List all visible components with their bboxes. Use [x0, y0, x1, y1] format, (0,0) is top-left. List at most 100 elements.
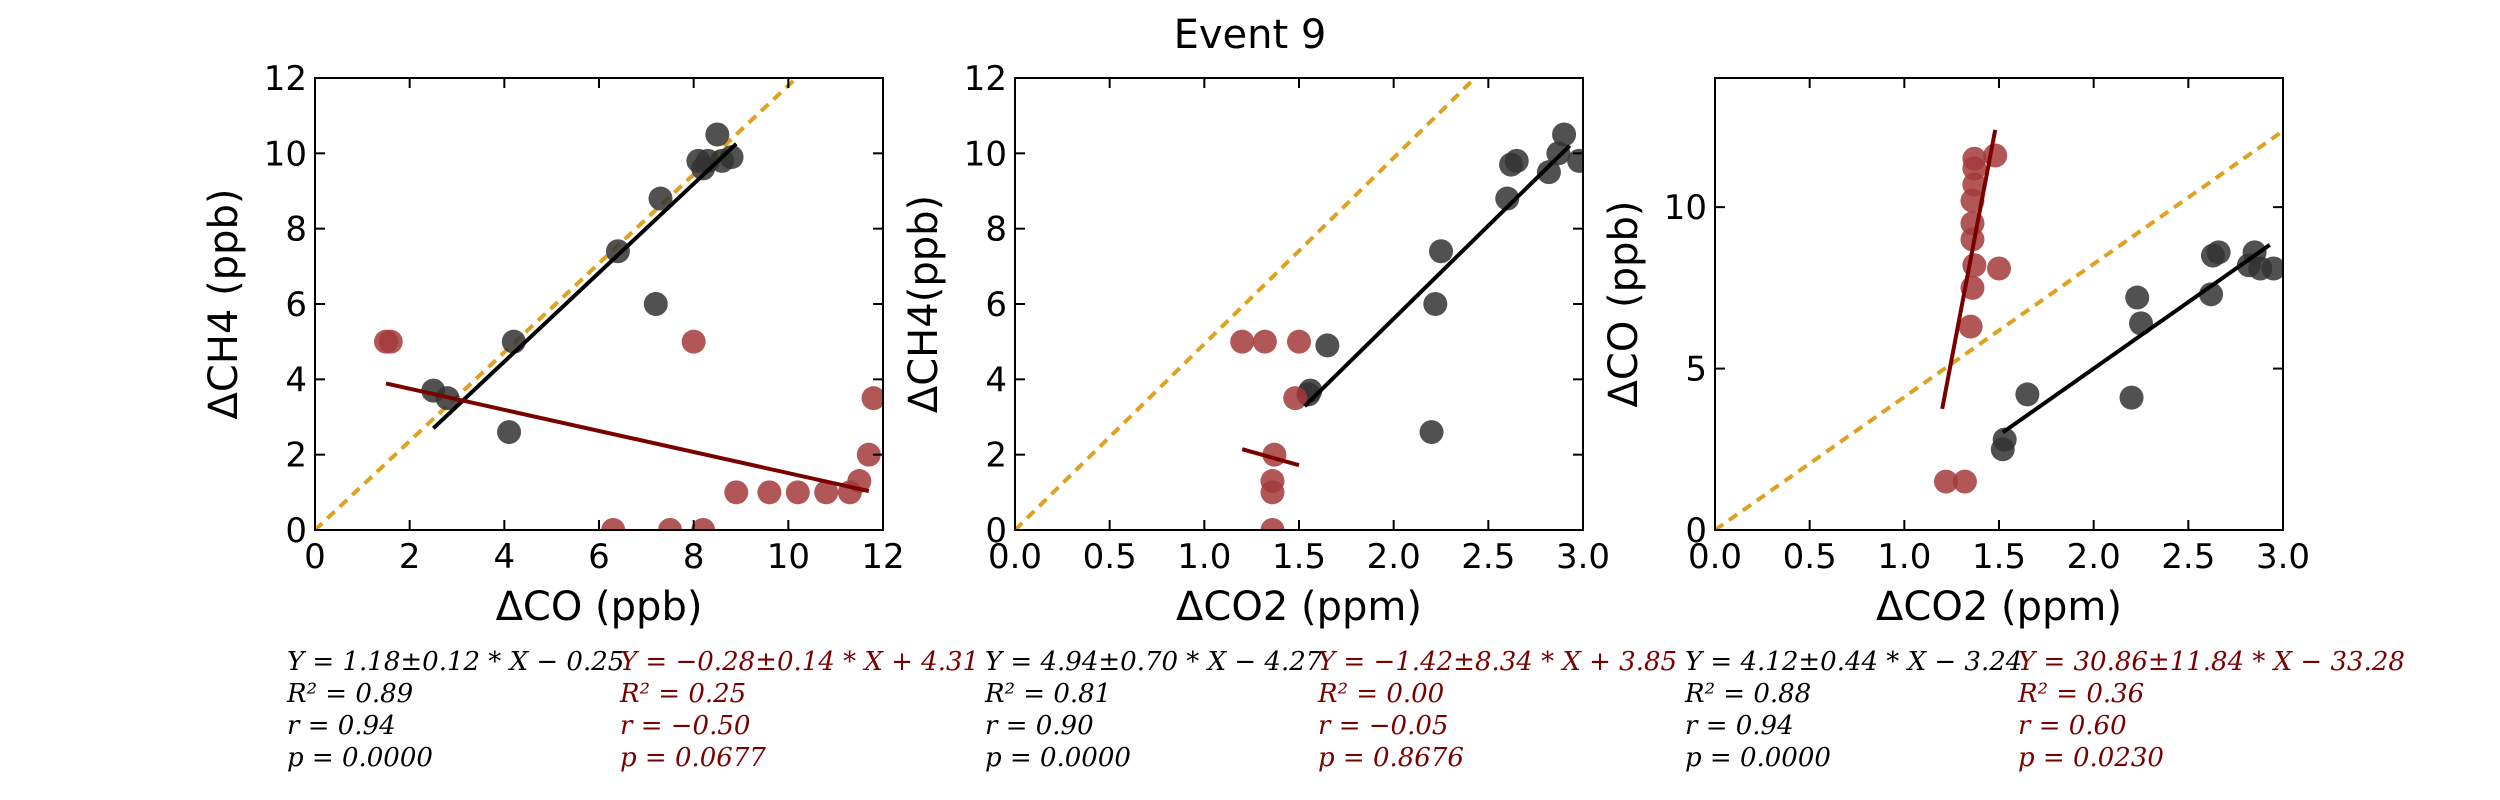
red-data-point — [1962, 146, 1987, 171]
red-data-point — [1260, 480, 1285, 505]
red-data-point — [861, 386, 883, 411]
black-data-point — [1552, 122, 1577, 147]
red-data-point — [681, 329, 706, 354]
y-tick-label: 10 — [964, 134, 1007, 174]
x-tick-label: 10 — [767, 537, 810, 577]
x-tick-label: 4 — [494, 537, 516, 577]
x-tick-label: 3.0 — [1556, 537, 1610, 577]
y-tick-label: 0 — [1685, 511, 1707, 551]
y-tick-label: 10 — [1664, 188, 1707, 228]
black-fit-line — [431, 142, 738, 430]
x-axis-label: ΔCO2 (ppm) — [1876, 584, 2122, 630]
x-tick-label: 2.5 — [2161, 537, 2215, 577]
panel-co-vs-co2: 0.0 0.5 1.0 1.5 2.0 2.5 3.0 0 5 10 ΔCO2 (ppm) ΔCO (… — [1601, 77, 2405, 773]
y-axis-label: ΔCH4(ppb) — [901, 195, 947, 413]
red-data-point — [378, 329, 403, 354]
x-tick-label: 2.0 — [1367, 537, 1421, 577]
black-data-point — [1546, 141, 1571, 166]
y-tick-label: 12 — [264, 59, 307, 99]
red-data-point — [1952, 469, 1977, 494]
red-data-point — [814, 480, 839, 505]
y-tick-label: 0 — [985, 511, 1007, 551]
black-fit-stat: R² = 0.89 — [286, 679, 413, 709]
black-data-point — [1429, 239, 1453, 264]
black-data-point — [2125, 285, 2150, 310]
black-data-point — [643, 292, 668, 316]
black-data-point — [1419, 420, 1444, 445]
y-axis-label: ΔCO (ppb) — [1601, 201, 1647, 408]
y-tick-label: 8 — [285, 210, 307, 250]
red-data-point — [1933, 469, 1958, 494]
black-data-point — [2015, 382, 2040, 407]
x-axis-label: ΔCO2 (ppm) — [1176, 584, 1422, 630]
red-data-point — [1283, 386, 1308, 411]
axes-frame — [314, 77, 884, 531]
red-data-point — [658, 518, 682, 530]
plot-area — [315, 78, 883, 530]
y-tick-label: 10 — [264, 134, 307, 174]
x-tick-label: 2.5 — [1461, 537, 1515, 577]
x-tick-label: 0.5 — [1083, 537, 1137, 577]
red-data-point — [1958, 314, 1983, 339]
black-fit-stat: Y = 4.94±0.70 * X − 4.27 — [985, 647, 1323, 677]
black-fit-stat: R² = 0.88 — [1684, 679, 1811, 709]
x-tick-label: 0 — [304, 537, 326, 577]
black-data-point — [2119, 385, 2144, 410]
red-fit-line — [385, 381, 870, 494]
black-fit-line — [2001, 243, 2271, 435]
black-data-point — [1536, 160, 1561, 185]
red-fit-stat: Y = −0.28±0.14 * X + 4.31 — [620, 647, 979, 677]
y-tick-label: 4 — [985, 360, 1007, 400]
black-fit-stat: r = 0.90 — [985, 711, 1094, 741]
x-tick-label: 2 — [399, 537, 421, 577]
red-data-point — [1287, 329, 1311, 354]
red-data-point — [1260, 518, 1285, 530]
black-data-point — [605, 239, 630, 264]
black-fit-stat: p = 0.0000 — [287, 743, 433, 773]
y-tick-label: 8 — [985, 210, 1007, 250]
black-fit-stat: R² = 0.81 — [984, 679, 1111, 709]
red-fit-stat: Y = −1.42±8.34 * X + 3.85 — [1318, 647, 1677, 677]
red-data-point — [785, 480, 810, 505]
red-data-point — [1230, 329, 1255, 354]
black-data-point — [1423, 292, 1448, 316]
red-data-point — [1252, 329, 1277, 354]
black-fit-stat: p = 0.0000 — [1685, 743, 1831, 773]
black-data-point — [2206, 240, 2231, 265]
y-tick-label: 2 — [985, 436, 1007, 476]
reference-line — [1715, 129, 2283, 530]
black-data-point — [1504, 148, 1529, 173]
red-data-point — [601, 518, 626, 530]
red-data-point — [856, 442, 881, 467]
black-fit-stat: p = 0.0000 — [985, 743, 1131, 773]
x-tick-label: 1.5 — [1972, 537, 2026, 577]
red-fit-stat: R² = 0.00 — [1317, 679, 1444, 709]
black-fit-stat: r = 0.94 — [1685, 711, 1794, 741]
black-data-point — [1567, 148, 1583, 173]
y-tick-label: 12 — [964, 59, 1007, 99]
plot-area — [1715, 129, 2283, 530]
panel-ch4-vs-co2: 0.0 0.5 1.0 1.5 2.0 2.5 3.0 0 2 4 6 8 10 12 ΔCO2 (ppm)… — [901, 59, 1677, 773]
x-tick-label: 0.0 — [988, 537, 1042, 577]
x-tick-label: 1.0 — [1877, 537, 1931, 577]
red-fit-stat: p = 0.0677 — [620, 743, 766, 773]
red-fit-stat: r = −0.50 — [620, 711, 750, 741]
black-data-point — [497, 420, 522, 445]
red-fit-stat: r = 0.60 — [2018, 711, 2127, 741]
x-tick-label: 8 — [683, 537, 705, 577]
y-tick-label: 5 — [1685, 350, 1707, 390]
x-tick-label: 6 — [588, 537, 610, 577]
x-tick-label: 0.5 — [1783, 537, 1837, 577]
black-fit-stat: r = 0.94 — [287, 711, 396, 741]
red-fit-stat: R² = 0.36 — [2017, 679, 2144, 709]
black-data-point — [719, 145, 744, 170]
red-data-point — [724, 480, 749, 505]
black-data-point — [648, 186, 673, 211]
red-fit-stat: p = 0.8676 — [1318, 743, 1464, 773]
black-fit-line — [1303, 144, 1572, 408]
red-data-point — [691, 518, 716, 530]
x-tick-label: 2.0 — [2067, 537, 2121, 577]
red-fit-stat: r = −0.05 — [1318, 711, 1448, 741]
y-tick-label: 0 — [285, 511, 307, 551]
